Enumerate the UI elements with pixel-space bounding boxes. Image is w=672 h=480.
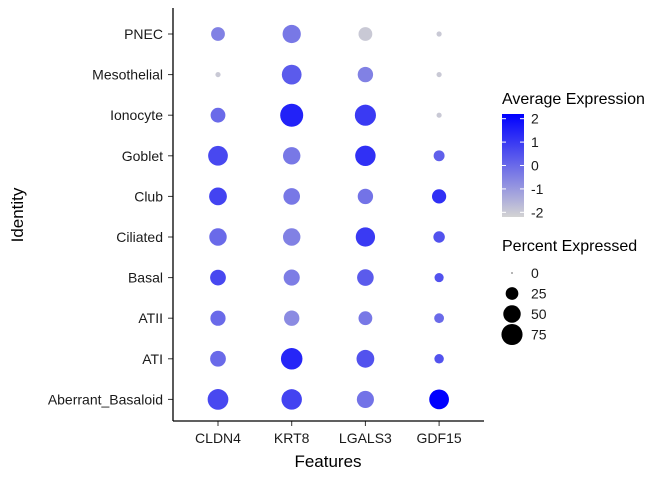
dot-goblet-krt8 [282, 147, 301, 165]
dot-aberrant_basaloid-krt8 [281, 389, 302, 410]
dot-goblet-gdf15 [433, 150, 445, 162]
dot-ati-gdf15 [434, 354, 444, 364]
dot-ionocyte-gdf15 [436, 112, 442, 118]
dot-goblet-lgals3 [355, 145, 376, 167]
dot-pnec-lgals3 [358, 27, 373, 41]
dots-layer [207, 24, 449, 410]
x-tick-label: KRT8 [274, 430, 310, 446]
color-legend-label: 2 [531, 111, 539, 127]
dot-mesothelial-krt8 [281, 64, 302, 85]
color-legend-title: Average Expression [502, 91, 645, 108]
color-legend-bar [502, 114, 524, 217]
dot-basal-lgals3 [357, 269, 374, 286]
size-legend-label: 0 [531, 265, 539, 281]
dot-ciliated-lgals3 [355, 227, 376, 247]
dot-club-cldn4 [209, 187, 227, 206]
size-legend-dot [505, 287, 519, 300]
size-legend-dot [501, 323, 523, 346]
x-tick-label: CLDN4 [195, 430, 241, 446]
dot-ciliated-gdf15 [433, 231, 445, 243]
size-legend-label: 75 [531, 327, 547, 343]
dot-pnec-gdf15 [436, 31, 442, 37]
y-tick-labels: PNEC Mesothelial Ionocyte Goblet Club Ciliate… [48, 26, 173, 407]
dot-ionocyte-lgals3 [354, 104, 376, 126]
dot-ati-lgals3 [356, 349, 375, 368]
color-legend-label: -1 [531, 181, 544, 197]
y-tick-label: PNEC [124, 26, 163, 42]
dot-aberrant_basaloid-lgals3 [356, 390, 374, 408]
y-tick-label: Ionocyte [110, 107, 163, 123]
color-legend-label: -2 [531, 204, 544, 220]
y-tick-label: Club [134, 188, 163, 204]
x-tick-label: LGALS3 [339, 430, 392, 446]
dot-mesothelial-cldn4 [215, 72, 221, 78]
dot-aberrant_basaloid-cldn4 [207, 389, 229, 410]
dot-goblet-cldn4 [208, 145, 228, 166]
dot-ati-krt8 [280, 348, 303, 370]
dot-pnec-krt8 [282, 24, 301, 44]
y-axis-title: Identity [8, 187, 27, 242]
x-axis-title: Features [294, 452, 361, 471]
x-tick-labels: CLDN4 KRT8 LGALS3 GDF15 [195, 421, 462, 446]
size-legend: Percent Expressed 0 25 50 75 [501, 238, 637, 346]
y-tick-label: Ciliated [116, 229, 163, 245]
size-legend-label: 50 [531, 306, 547, 322]
dot-aberrant_basaloid-gdf15 [429, 389, 449, 410]
dot-atii-gdf15 [434, 313, 444, 324]
size-legend-dot [511, 272, 513, 274]
dot-ionocyte-cldn4 [210, 107, 226, 123]
y-tick-label: ATI [142, 351, 163, 367]
color-legend-label: 0 [531, 158, 539, 174]
y-tick-label: Aberrant_Basaloid [48, 391, 163, 407]
dot-basal-cldn4 [210, 269, 226, 286]
color-legend-label: 1 [531, 134, 539, 150]
dot-club-gdf15 [431, 189, 447, 204]
size-legend-label: 25 [531, 286, 547, 302]
dot-mesothelial-lgals3 [357, 66, 374, 83]
dot-club-krt8 [283, 188, 301, 205]
dot-mesothelial-gdf15 [436, 72, 442, 78]
y-tick-label: Basal [128, 270, 163, 286]
size-legend-title: Percent Expressed [502, 238, 637, 255]
dot-ati-cldn4 [210, 350, 226, 367]
y-tick-label: Goblet [122, 148, 163, 164]
y-tick-label: Mesothelial [92, 67, 163, 83]
dot-ciliated-krt8 [282, 228, 301, 246]
x-tick-label: GDF15 [417, 430, 462, 446]
dot-basal-krt8 [283, 269, 300, 286]
dot-ciliated-cldn4 [209, 228, 227, 246]
dot-atii-krt8 [284, 310, 300, 326]
dot-pnec-cldn4 [211, 27, 225, 41]
dot-ionocyte-krt8 [280, 103, 304, 127]
color-legend: Average Expression 2 1 0 -1 -2 [502, 91, 645, 220]
y-tick-label: ATII [138, 310, 163, 326]
dot-atii-cldn4 [210, 310, 226, 326]
size-legend-dot [503, 305, 521, 323]
dot-basal-gdf15 [434, 273, 444, 283]
dot-atii-lgals3 [358, 311, 373, 326]
dot-club-lgals3 [357, 188, 374, 205]
